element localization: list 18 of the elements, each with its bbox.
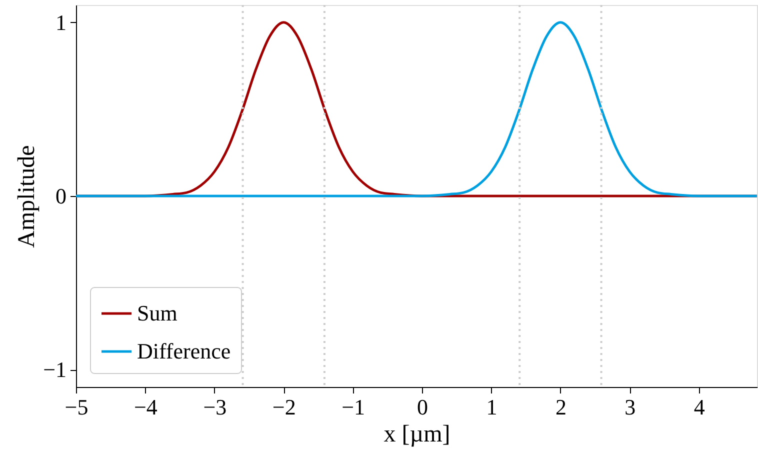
x-tick-label: 2 <box>555 394 566 420</box>
y-axis-title: Amplitude <box>14 145 40 248</box>
x-tick-label: −3 <box>203 394 227 420</box>
y-tick-label: 1 <box>56 10 66 35</box>
x-tick-label: −4 <box>134 394 158 420</box>
x-tick-label: 3 <box>624 394 636 420</box>
y-tick-label: −1 <box>43 357 66 382</box>
legend-label: Difference <box>137 338 231 364</box>
y-tick-label: 0 <box>56 184 66 208</box>
line-series <box>74 21 758 198</box>
legend-label: Sum <box>137 300 178 326</box>
x-tick-label: −5 <box>64 394 88 420</box>
x-tick-label: −1 <box>342 394 366 420</box>
x-tick-label: 0 <box>417 394 428 420</box>
x-tick-label: 1 <box>486 394 498 420</box>
x-tick-label: −2 <box>272 394 296 420</box>
x-tick-label: 4 <box>694 394 705 420</box>
x-axis-title: x [µm] <box>384 422 450 448</box>
